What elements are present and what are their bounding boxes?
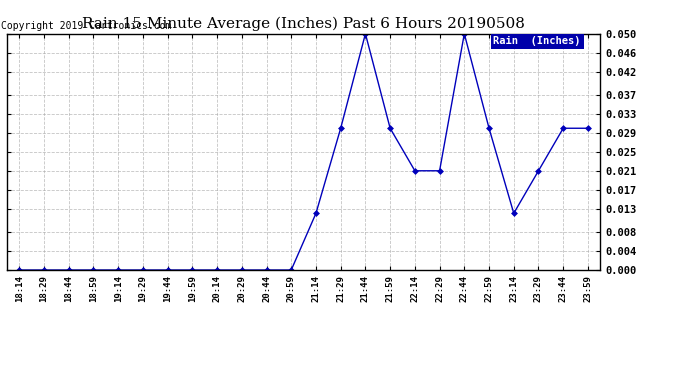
Text: Copyright 2019 Cartronics.com: Copyright 2019 Cartronics.com (1, 21, 171, 32)
Text: Rain  (Inches): Rain (Inches) (493, 36, 581, 46)
Title: Rain 15 Minute Average (Inches) Past 6 Hours 20190508: Rain 15 Minute Average (Inches) Past 6 H… (82, 17, 525, 31)
